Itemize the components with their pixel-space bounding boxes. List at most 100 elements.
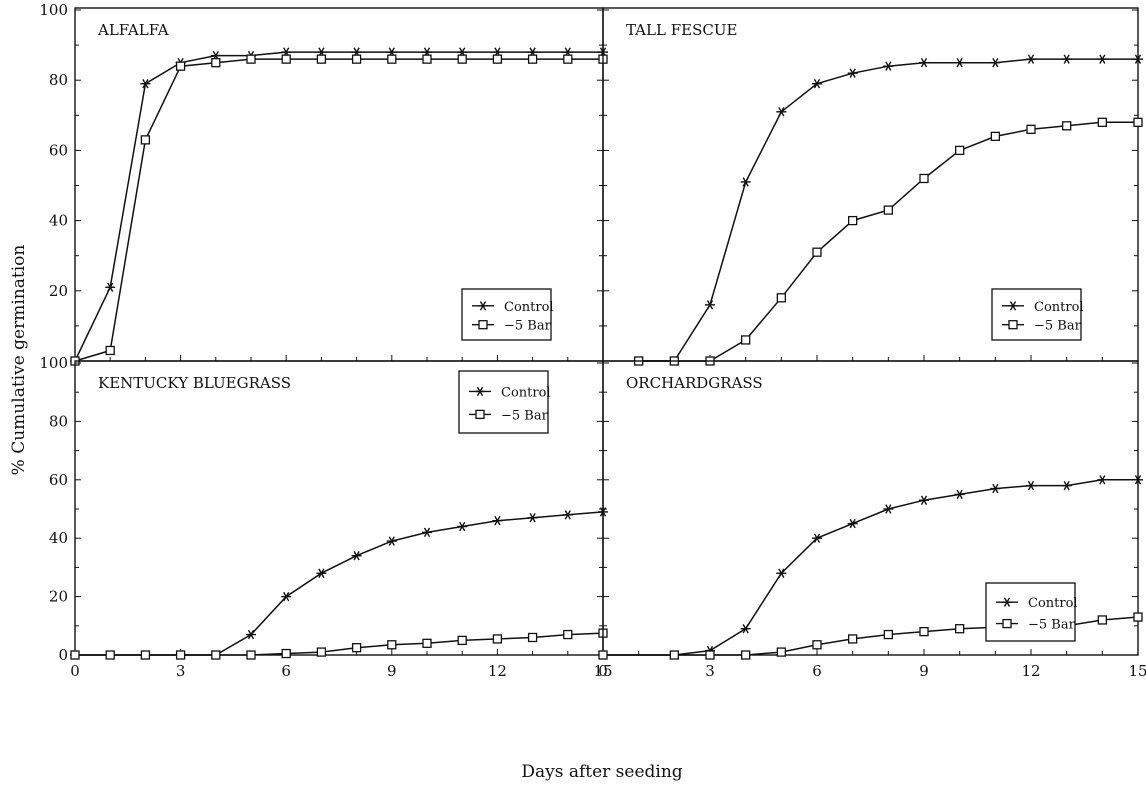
asterisk-stroke xyxy=(992,483,999,494)
legend-asterisk-marker xyxy=(1009,301,1017,311)
legend-item-control: Control xyxy=(996,596,1078,611)
asterisk-marker xyxy=(281,591,292,602)
legend-frame xyxy=(458,370,549,434)
asterisk-stroke xyxy=(388,536,395,546)
legend-square-marker xyxy=(475,409,485,420)
asterisk-stroke xyxy=(1063,54,1070,64)
legend-asterisk-marker xyxy=(479,301,487,311)
square-marker xyxy=(387,54,397,64)
asterisk-stroke xyxy=(1099,54,1106,64)
legend: Control −5 Bar xyxy=(991,288,1084,341)
square-marker xyxy=(105,650,115,660)
asterisk-stroke xyxy=(920,57,928,68)
square-marker xyxy=(563,629,573,640)
legend-item-control: Control xyxy=(469,385,551,400)
square-marker xyxy=(883,205,893,215)
legend-frame xyxy=(991,288,1082,341)
square-marker xyxy=(351,643,362,653)
asterisk-stroke xyxy=(920,495,928,505)
square-marker xyxy=(527,54,538,64)
legend: Control −5 Bar xyxy=(458,370,551,434)
legend-label: Control xyxy=(1034,300,1084,315)
square-marker xyxy=(955,145,965,156)
asterisk-marker xyxy=(740,177,751,187)
y-tick-label-top: 40 xyxy=(49,212,68,230)
asterisk-marker xyxy=(776,568,787,578)
asterisk-marker xyxy=(140,79,151,89)
y-tick-label-top: 80 xyxy=(49,71,68,89)
asterisk-marker xyxy=(1061,480,1072,491)
square-marker xyxy=(387,640,397,650)
square-marker xyxy=(492,54,503,64)
square-marker xyxy=(492,634,503,644)
square-marker xyxy=(955,624,965,634)
asterisk-stroke xyxy=(992,57,999,68)
y-tick-label-bottom: 60 xyxy=(49,471,68,489)
asterisk-marker xyxy=(990,483,1001,494)
square-marker xyxy=(1062,121,1072,131)
asterisk-marker xyxy=(492,515,503,526)
legend-square-marker xyxy=(1008,320,1018,330)
x-tick-label: 9 xyxy=(919,662,929,680)
square-marker xyxy=(990,131,1000,142)
legend-asterisk-marker xyxy=(1003,597,1011,607)
legend-frame xyxy=(985,582,1076,642)
asterisk-marker xyxy=(1133,475,1143,485)
asterisk-stroke xyxy=(107,282,114,292)
square-marker xyxy=(246,54,256,64)
x-tick-label: 6 xyxy=(281,662,291,680)
legend-square-marker xyxy=(1002,618,1012,629)
legend-label: −5 Bar xyxy=(504,319,552,334)
asterisk-marker xyxy=(1097,475,1108,485)
square-marker xyxy=(919,173,929,184)
square-marker xyxy=(351,54,362,64)
square-marker xyxy=(211,58,221,68)
asterisk-stroke xyxy=(564,510,571,520)
asterisk-stroke xyxy=(142,79,149,89)
square-marker xyxy=(140,650,151,660)
asterisk-marker xyxy=(1097,54,1108,64)
square-marker xyxy=(669,650,679,660)
legend-label: −5 Bar xyxy=(501,408,549,423)
asterisk-stroke xyxy=(1063,480,1070,491)
y-tick-label-bottom: 20 xyxy=(49,588,68,606)
legend-item-control: Control xyxy=(472,300,554,315)
legend-item-minus-5-bar: −5 Bar xyxy=(1002,319,1082,334)
asterisk-stroke xyxy=(459,521,466,532)
square-marker xyxy=(563,54,573,64)
square-marker xyxy=(848,215,858,226)
panel-orchardgrass: ORCHARDGRASS Control −5 Bar xyxy=(598,360,1143,660)
asterisk-stroke xyxy=(1027,480,1035,491)
legend: Control −5 Bar xyxy=(985,582,1078,642)
y-tick-label-bottom: 40 xyxy=(49,529,68,547)
x-tick-label: 12 xyxy=(488,662,507,680)
x-tick-label: 15 xyxy=(1128,662,1146,680)
square-marker xyxy=(457,635,467,646)
series-line xyxy=(74,51,603,362)
panel-title: KENTUCKY BLUEGRASS xyxy=(98,374,291,392)
legend-item-control: Control xyxy=(1002,300,1084,315)
square-marker xyxy=(848,634,858,644)
legend-label: −5 Bar xyxy=(1028,618,1076,633)
x-tick-label: 9 xyxy=(387,662,397,680)
asterisk-marker xyxy=(812,533,822,543)
square-marker xyxy=(1026,124,1036,134)
asterisk-stroke xyxy=(778,107,785,117)
x-tick-label: 0 xyxy=(598,662,608,680)
asterisk-stroke xyxy=(956,489,963,500)
asterisk-stroke xyxy=(885,504,892,514)
x-tick-labels: 0 3 6 9 12 150 3 6 9 12 15 xyxy=(70,662,1146,680)
square-marker xyxy=(211,650,221,660)
asterisk-marker xyxy=(1026,54,1036,64)
square-marker xyxy=(105,345,115,356)
square-marker xyxy=(705,650,715,660)
asterisk-stroke xyxy=(353,551,360,561)
asterisk-marker xyxy=(105,282,116,292)
square-marker xyxy=(140,135,151,145)
asterisk-stroke xyxy=(706,300,714,310)
square-marker xyxy=(1097,615,1107,625)
asterisk-marker xyxy=(847,518,858,529)
x-tick-label: 0 xyxy=(70,662,80,680)
asterisk-stroke xyxy=(318,568,325,578)
